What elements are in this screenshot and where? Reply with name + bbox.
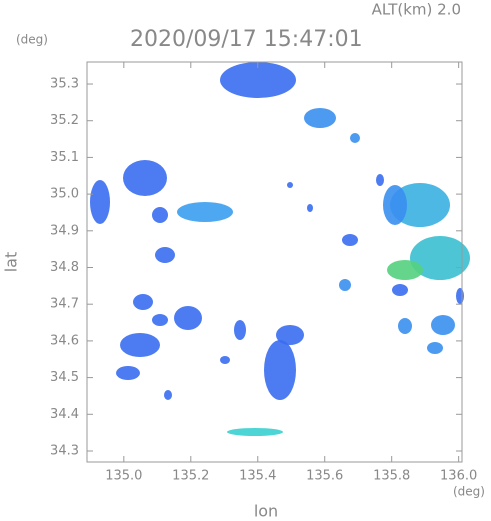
y-tick-label: 35.2 [50, 113, 79, 128]
plot-frame [86, 61, 463, 463]
echo [123, 160, 167, 196]
echo [177, 202, 233, 222]
echo [152, 314, 168, 326]
echo [133, 294, 153, 310]
echo [398, 318, 412, 334]
echo [220, 62, 296, 98]
x-tick-label: 136.0 [440, 469, 477, 484]
timestamp: 2020/09/17 15:47:01 [130, 27, 363, 52]
echo [227, 428, 283, 436]
echo [276, 325, 304, 345]
y-tick-label: 34.6 [50, 333, 79, 348]
y-tick-label: 35.3 [50, 77, 79, 92]
x-tick-label: 135.8 [373, 469, 410, 484]
echo [116, 366, 140, 380]
echo [387, 260, 423, 280]
echo [174, 306, 202, 330]
x-tick-label: 135.4 [239, 469, 276, 484]
y-tick-label: 34.4 [50, 407, 79, 422]
echo [456, 288, 464, 304]
y-tick-label: 34.5 [50, 370, 79, 385]
y-tick-label: 34.8 [50, 260, 79, 275]
x-tick-label: 135.2 [172, 469, 209, 484]
altitude: ALT(km) 2.0 [372, 1, 461, 19]
echo [152, 207, 168, 223]
echo [155, 247, 175, 263]
echo [120, 333, 160, 357]
echo-layer [90, 62, 470, 436]
echo [431, 315, 455, 335]
echo [383, 185, 407, 225]
x-tick-label: 135.6 [306, 469, 343, 484]
echo [350, 133, 360, 143]
x-tick-label: 135.0 [105, 469, 142, 484]
echo [287, 182, 293, 188]
echo [392, 284, 408, 296]
echo [339, 279, 351, 291]
y-tick-label: 34.7 [50, 297, 79, 312]
y-tick-label: 34.3 [50, 443, 79, 458]
echo [264, 340, 296, 400]
y-label: lat [2, 252, 21, 273]
echo [90, 180, 110, 224]
y-tick-label: 35.0 [50, 187, 79, 202]
echo [220, 356, 230, 364]
echo [410, 236, 470, 280]
echo [304, 108, 336, 128]
echo [234, 320, 246, 340]
y-tick-label: 34.9 [50, 223, 79, 238]
y-unit: (deg) [16, 33, 48, 47]
echo [164, 390, 172, 400]
echo [342, 234, 358, 246]
echo [307, 204, 313, 212]
x-label: lon [254, 502, 278, 521]
echo [427, 342, 443, 354]
echo [376, 174, 384, 186]
y-tick-label: 35.1 [50, 150, 79, 165]
x-unit: (deg) [453, 485, 485, 499]
